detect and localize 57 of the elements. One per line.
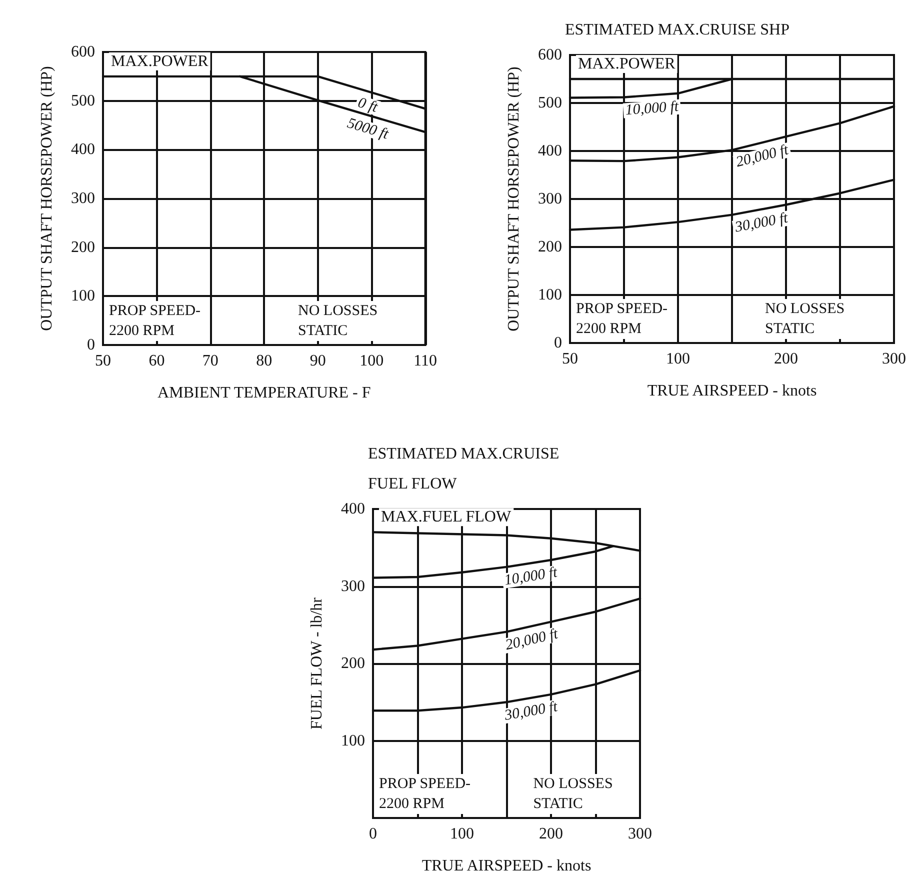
x-tick-label: 300 [628,826,652,842]
y-tick-label: 0 [554,334,562,352]
text: 30,000 ft [502,698,560,724]
annotation: NO LOSSES STATIC [765,301,845,337]
y-tick-label: 500 [71,92,95,110]
chart-title: ESTIMATED MAX.CRUISE SHP [565,22,790,38]
x-tick-label: 80 [256,352,272,370]
x-tick-label: 200 [774,350,798,368]
series-label: MAX.FUEL FLOW [381,508,512,526]
y-axis-title: OUTPUT SHAFT HORSEPOWER (HP) [38,66,56,331]
y-tick-label: 100 [538,286,562,304]
annotation: NO LOSSES STATIC [533,776,613,812]
y-axis-title: FUEL FLOW - lb/hr [308,596,326,730]
x-axis-title: AMBIENT TEMPERATURE - F [158,384,371,402]
text: 20,000 ft [504,626,560,654]
text: 30,000 ft [732,210,790,236]
y-tick-label: 400 [538,142,562,160]
y-tick-label: 400 [341,500,365,518]
y-tick-label: 200 [341,655,365,672]
y-axis-title: OUTPUT SHAFT HORSEPOWER (HP) [506,66,522,332]
y-tick-label: 600 [71,44,95,60]
x-tick-label: 50 [95,352,111,370]
x-axis-title: TRUE AIRSPEED - knots [647,382,817,400]
y-tick-label: 0 [87,336,95,354]
series-label: 10,000 ft [624,98,680,119]
y-tick-label: 500 [538,94,562,112]
annotation: PROP SPEED- 2200 RPM [379,776,471,812]
x-tick-label: 100 [360,352,384,370]
annotation: PROP SPEED- 2200 RPM [576,301,668,337]
chart-title: ESTIMATED MAX.CRUISE FUEL FLOW [368,446,560,492]
y-tick-label: 300 [341,578,365,595]
x-axis-title: TRUE AIRSPEED - knots [422,858,592,874]
y-tick-label: 100 [71,288,95,305]
annotation: MAX.POWER [111,52,209,70]
x-tick-label: 100 [450,826,474,842]
y-tick-label: 400 [71,141,95,158]
text: 0 ft [356,94,380,116]
x-tick-label: 300 [882,350,906,368]
x-tick-label: 50 [562,350,578,368]
x-tick-label: 60 [148,352,165,370]
y-tick-label: 300 [538,190,562,208]
x-tick-label: 110 [414,352,437,370]
text: 20,000 ft [734,142,791,171]
text: 5000 ft [345,116,391,144]
x-tick-label: 0 [369,826,377,842]
annotation: PROP SPEED- 2200 RPM [109,303,201,339]
x-tick-label: 100 [666,350,690,368]
y-tick-label: 600 [538,46,562,64]
series-label: MAX.POWER [578,56,676,72]
y-tick-label: 200 [538,238,562,256]
annotation: NO LOSSES STATIC [298,303,378,339]
x-tick-label: 70 [202,352,218,370]
y-tick-label: 300 [71,190,95,207]
y-tick-label: 200 [71,238,95,256]
y-tick-label: 100 [341,732,365,750]
x-tick-label: 90 [310,352,326,370]
text: 10,000 ft [503,564,560,589]
